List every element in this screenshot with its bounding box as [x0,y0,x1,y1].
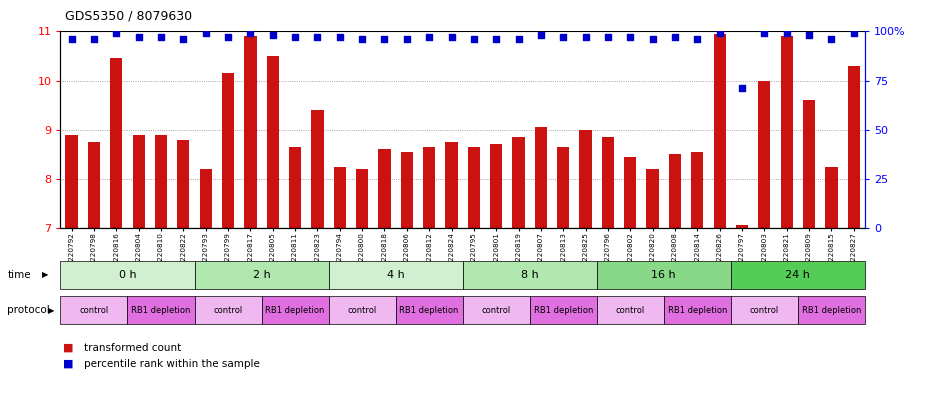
Bar [200,169,212,228]
Text: control: control [750,306,779,314]
Bar [758,81,770,228]
Text: 24 h: 24 h [786,270,810,280]
Point [354,36,369,42]
Bar [535,127,547,228]
Bar [847,66,860,228]
Point [176,36,191,42]
Text: ▶: ▶ [48,306,55,314]
Point [757,30,772,37]
Bar [289,147,301,228]
Text: ■: ■ [63,358,73,369]
Point [109,30,124,37]
Point [153,34,168,40]
Point [489,36,504,42]
Bar [87,142,100,228]
Point [712,30,727,37]
Point [198,30,213,37]
Point [846,30,861,37]
Bar [379,149,391,228]
Bar [65,134,78,228]
Bar [423,147,435,228]
Bar [110,59,123,228]
Point [131,34,146,40]
Point [690,36,705,42]
Text: transformed count: transformed count [84,343,181,353]
Bar [646,169,658,228]
Point [421,34,436,40]
Point [310,34,325,40]
Point [64,36,79,42]
Bar [557,147,569,228]
Point [86,36,101,42]
Text: RB1 depletion: RB1 depletion [265,306,325,314]
Text: control: control [213,306,243,314]
Text: RB1 depletion: RB1 depletion [668,306,727,314]
Bar [312,110,324,228]
Text: control: control [79,306,109,314]
Point [377,36,392,42]
Bar [222,73,234,228]
Point [243,30,258,37]
Point [265,32,280,39]
Point [220,34,235,40]
Point [578,34,593,40]
Text: control: control [616,306,644,314]
Bar [490,145,502,228]
Point [802,32,817,39]
Bar [736,226,748,228]
Point [287,34,302,40]
Bar [602,137,614,228]
Bar [245,37,257,228]
Point [332,34,347,40]
Point [534,32,549,39]
Point [444,34,458,40]
Point [735,85,750,92]
Text: 0 h: 0 h [119,270,137,280]
Text: control: control [348,306,377,314]
Bar [155,134,167,228]
Bar [669,154,681,228]
Text: GDS5350 / 8079630: GDS5350 / 8079630 [65,10,193,23]
Point [601,34,616,40]
Bar [780,37,793,228]
Point [399,36,414,42]
Bar [132,134,145,228]
Point [824,36,839,42]
Text: RB1 depletion: RB1 depletion [131,306,191,314]
Bar [468,147,480,228]
Point [645,36,660,42]
Text: protocol: protocol [7,305,50,315]
Text: percentile rank within the sample: percentile rank within the sample [84,358,259,369]
Bar [512,137,525,228]
Text: control: control [482,306,511,314]
Bar [356,169,368,228]
Point [512,36,526,42]
Point [556,34,571,40]
Point [668,34,683,40]
Bar [624,157,636,228]
Text: 2 h: 2 h [253,270,271,280]
Bar [267,56,279,228]
Bar [401,152,413,228]
Text: RB1 depletion: RB1 depletion [534,306,593,314]
Bar [334,167,346,228]
Point [623,34,638,40]
Bar [691,152,703,228]
Bar [803,100,816,228]
Text: time: time [7,270,31,280]
Text: ■: ■ [63,343,73,353]
Point [779,30,794,37]
Text: 8 h: 8 h [521,270,538,280]
Bar [579,130,591,228]
Bar [445,142,458,228]
Text: RB1 depletion: RB1 depletion [400,306,458,314]
Bar [825,167,838,228]
Bar [713,34,725,228]
Text: 4 h: 4 h [387,270,405,280]
Text: RB1 depletion: RB1 depletion [802,306,861,314]
Text: ▶: ▶ [42,270,48,279]
Point [467,36,482,42]
Text: 16 h: 16 h [652,270,676,280]
Bar [178,140,190,228]
